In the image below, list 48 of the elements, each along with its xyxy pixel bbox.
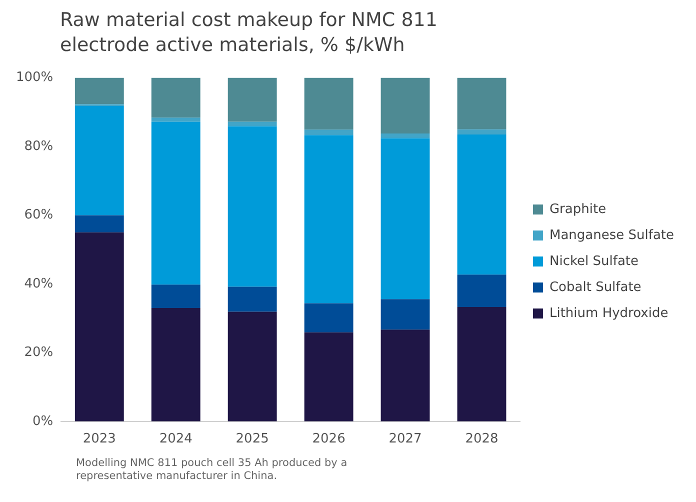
bar [457, 306, 506, 422]
legend-label: Graphite [549, 202, 606, 217]
bar [457, 78, 506, 130]
x-tick-label: 2024 [159, 432, 192, 447]
bar [304, 130, 354, 136]
bar [304, 303, 354, 332]
bar [457, 274, 506, 307]
bar [457, 134, 506, 275]
bar [380, 299, 430, 330]
x-tick-label: 2023 [82, 432, 116, 447]
bar [151, 118, 200, 122]
x-tick-label: 2025 [236, 432, 269, 447]
bar [380, 78, 430, 134]
y-tick-label: 60% [24, 208, 54, 223]
bar [380, 133, 430, 138]
bar [228, 126, 277, 287]
bar [228, 312, 277, 422]
chart-title: Raw material cost makeup for NMC 811 electrode active materials, % $/kWh [60, 8, 438, 58]
bar [151, 78, 200, 118]
legend-label: Nickel Sulfate [549, 254, 639, 269]
bar [304, 332, 354, 422]
bar [228, 122, 277, 126]
x-tick-label: 2027 [388, 432, 422, 447]
y-tick-label: 100% [16, 70, 54, 86]
x-tick-label: 2028 [465, 432, 498, 447]
bar [74, 78, 124, 104]
y-tick-label: 80% [24, 138, 54, 154]
bar [304, 78, 354, 130]
bar [228, 286, 277, 312]
bar [228, 78, 277, 122]
bar [380, 138, 430, 300]
bar [74, 106, 124, 216]
y-tick-label: 40% [24, 276, 54, 292]
legend-label: Manganese Sulfate [549, 228, 674, 243]
legend-label: Lithium Hydroxide [549, 306, 668, 321]
x-tick-label: 2026 [312, 432, 346, 447]
bar [151, 122, 200, 285]
bar [151, 308, 200, 422]
y-tick-label: 20% [24, 345, 54, 360]
bar [151, 284, 200, 308]
bar [380, 330, 430, 422]
legend-label: Cobalt Sulfate [549, 280, 642, 295]
y-tick-label: 0% [32, 414, 54, 429]
bar [457, 129, 506, 134]
bar [74, 232, 124, 422]
bar [304, 135, 354, 304]
bar [74, 215, 124, 232]
text: Modelling NMC 811 pouch cell 35 Ah produced by a representative manufacturer in China. [76, 457, 348, 483]
